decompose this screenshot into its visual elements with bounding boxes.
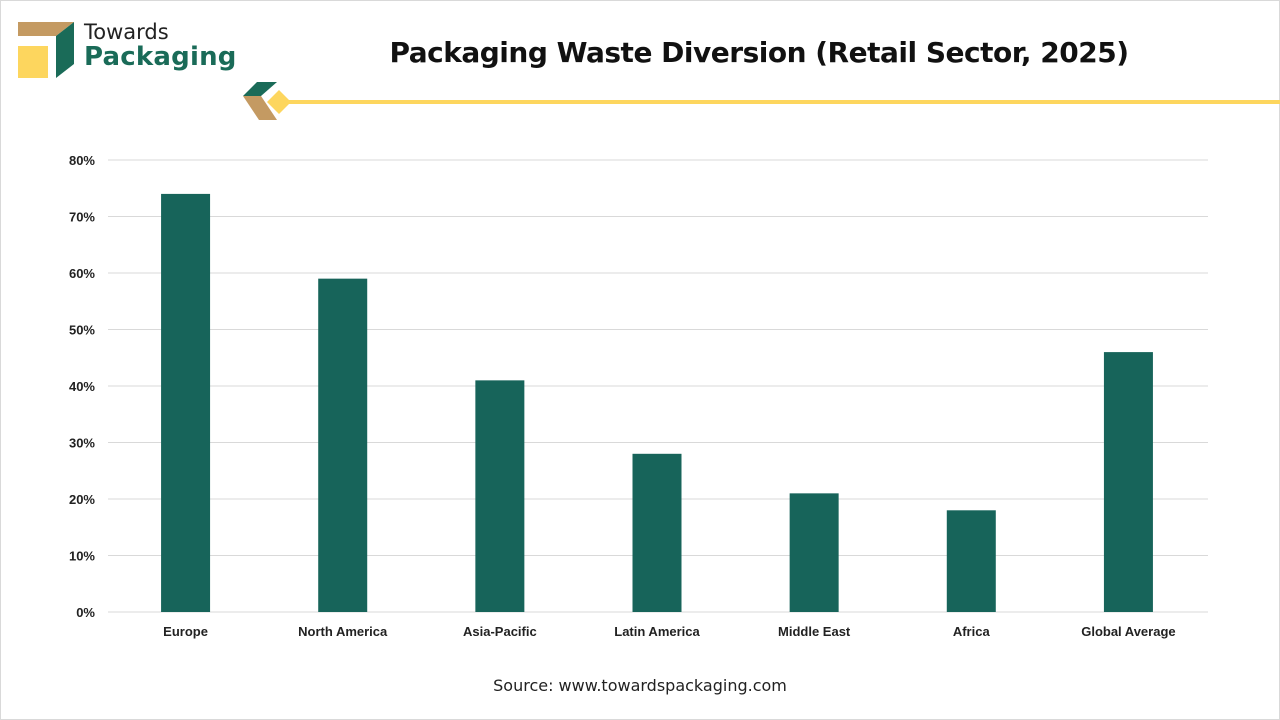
y-tick-label: 30%	[69, 436, 95, 451]
x-tick-label: North America	[298, 624, 388, 639]
x-tick-label: Africa	[953, 624, 991, 639]
source-note: Source: www.towardspackaging.com	[493, 676, 787, 695]
bar-north-america	[318, 278, 368, 612]
y-tick-label: 70%	[69, 210, 95, 225]
chart-title: Packaging Waste Diversion (Retail Sector…	[389, 36, 1129, 69]
y-tick-label: 10%	[69, 549, 95, 564]
x-tick-label: Middle East	[778, 624, 851, 639]
y-tick-label: 20%	[69, 492, 95, 507]
y-tick-label: 0%	[76, 605, 95, 620]
title-underline-decoration-icon	[243, 82, 1280, 127]
y-tick-label: 50%	[69, 323, 95, 338]
brand-name-line1: Towards	[84, 20, 169, 44]
x-tick-label: Global Average	[1081, 624, 1175, 639]
y-tick-label: 60%	[69, 266, 95, 281]
bar-africa	[946, 510, 996, 612]
bar-asia-pacific	[475, 380, 525, 612]
brand-name-line2: Packaging	[84, 42, 237, 72]
bar-middle-east	[789, 493, 839, 612]
y-tick-label: 80%	[69, 153, 95, 168]
bar-latin-america	[632, 453, 682, 612]
brand-logo-icon	[18, 22, 76, 85]
bar-global-average	[1103, 352, 1153, 612]
bar-europe	[161, 193, 211, 612]
x-tick-label: Asia-Pacific	[463, 624, 537, 639]
y-tick-label: 40%	[69, 379, 95, 394]
x-tick-label: Latin America	[614, 624, 700, 639]
x-tick-label: Europe	[163, 624, 208, 639]
